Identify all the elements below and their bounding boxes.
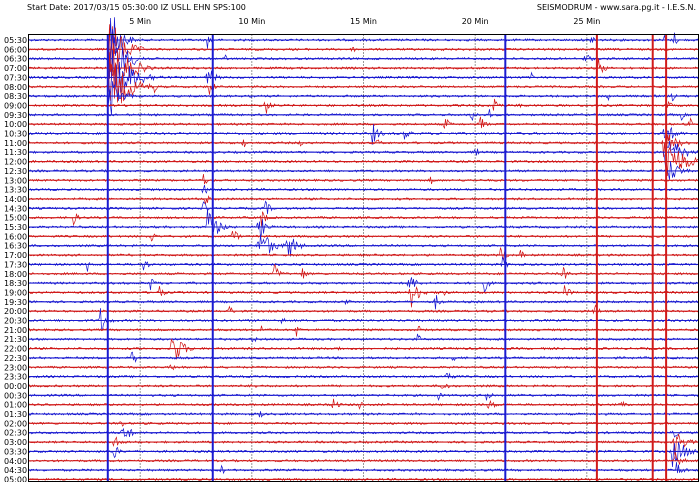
row-time-label: 09:30 (4, 111, 27, 120)
row-time-label: 11:00 (4, 139, 27, 148)
row-time-label: 02:30 (4, 429, 27, 438)
row-time-label: 00:30 (4, 391, 27, 400)
trace-line (28, 211, 699, 227)
chart-grid (139, 34, 588, 482)
row-time-label: 23:30 (4, 373, 27, 382)
row-time-label: 22:30 (4, 354, 27, 363)
row-time-label: 04:30 (4, 466, 27, 475)
row-time-label: 10:00 (4, 120, 27, 129)
minute-label: 5 Min (129, 17, 151, 26)
header-right-text: SEISMODRUM - www.sara.pg.it - I.E.S.N. (537, 3, 696, 12)
row-time-labels: 05:3006:0006:3007:0007:3008:0008:3009:00… (4, 36, 27, 482)
row-time-label: 18:30 (4, 279, 27, 288)
trace-line (28, 24, 699, 75)
row-time-label: 11:30 (4, 148, 27, 157)
header-left-text: Start Date: 2017/03/15 05:30:00 IZ USLL … (27, 3, 246, 12)
minute-label: 10 Min (238, 17, 265, 26)
trace-line (28, 116, 699, 130)
row-time-label: 00:00 (4, 382, 27, 391)
row-time-label: 03:00 (4, 438, 27, 447)
row-time-label: 13:30 (4, 186, 27, 195)
row-time-label: 08:00 (4, 83, 27, 92)
row-time-label: 10:30 (4, 130, 27, 139)
minute-label: 15 Min (350, 17, 377, 26)
row-time-label: 20:00 (4, 307, 27, 316)
row-time-label: 21:00 (4, 326, 27, 335)
row-time-label: 08:30 (4, 92, 27, 101)
row-time-label: 20:30 (4, 317, 27, 326)
row-time-label: 17:00 (4, 251, 27, 260)
row-time-label: 02:00 (4, 419, 27, 428)
row-time-label: 12:30 (4, 167, 27, 176)
row-time-label: 12:00 (4, 158, 27, 167)
minute-label: 20 Min (462, 17, 489, 26)
seismic-traces (28, 17, 699, 482)
row-time-label: 05:00 (4, 475, 27, 482)
row-time-label: 14:00 (4, 195, 27, 204)
row-time-label: 03:30 (4, 447, 27, 456)
row-time-label: 14:30 (4, 204, 27, 213)
row-time-label: 04:00 (4, 457, 27, 466)
row-time-label: 17:30 (4, 260, 27, 269)
saturated-spikes (106, 34, 668, 482)
row-time-label: 22:00 (4, 345, 27, 354)
row-time-label: 19:30 (4, 298, 27, 307)
row-time-label: 01:00 (4, 401, 27, 410)
trace-line (28, 52, 699, 104)
row-time-label: 05:30 (4, 36, 27, 45)
row-time-label: 13:00 (4, 176, 27, 185)
row-time-label: 19:00 (4, 288, 27, 297)
row-time-label: 07:30 (4, 73, 27, 82)
row-time-label: 06:00 (4, 45, 27, 54)
row-time-label: 09:00 (4, 101, 27, 110)
row-time-label: 07:00 (4, 64, 27, 73)
row-time-label: 15:30 (4, 223, 27, 232)
row-time-label: 06:30 (4, 55, 27, 64)
row-time-label: 21:30 (4, 335, 27, 344)
row-time-label: 23:00 (4, 363, 27, 372)
row-time-label: 16:30 (4, 242, 27, 251)
row-time-label: 01:30 (4, 410, 27, 419)
row-time-label: 16:00 (4, 232, 27, 241)
minute-labels: 5 Min 10 Min 15 Min 20 Min 25 Min (129, 17, 600, 26)
row-time-label: 15:00 (4, 214, 27, 223)
minute-label: 25 Min (573, 17, 600, 26)
row-time-label: 18:00 (4, 270, 27, 279)
